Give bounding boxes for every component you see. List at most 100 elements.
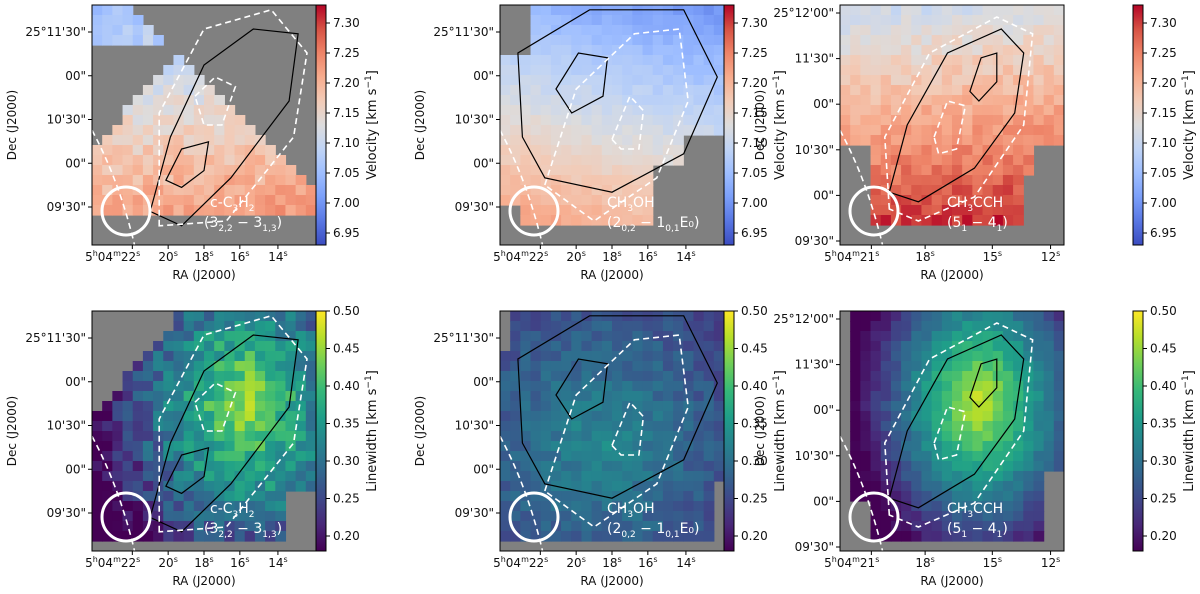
pixel-cell [982, 135, 994, 146]
pixel-cell [254, 511, 266, 522]
pixel-cell [662, 401, 674, 412]
pixel-cell [652, 95, 664, 106]
colorbar-tick-label: 7.05 [1150, 166, 1177, 180]
pixel-cell [204, 321, 215, 332]
pixel-cell [1023, 471, 1035, 482]
pixel-cell [911, 55, 923, 66]
pixel-cell [295, 205, 307, 216]
pixel-cell [163, 115, 175, 126]
pixel-cell [1002, 371, 1014, 382]
pixel-cell [571, 15, 583, 26]
pixel-cell [941, 531, 953, 542]
pixel-cell [693, 531, 705, 542]
pixel-cell [652, 115, 664, 126]
pixel-cell [540, 461, 552, 472]
pixel-cell [561, 35, 572, 46]
pixel-cell [941, 431, 953, 442]
pixel-cell [693, 491, 705, 502]
pixel-cell [214, 371, 225, 382]
pixel-cell [972, 45, 984, 56]
pixel-cell [693, 105, 705, 116]
pixel-cell [673, 381, 684, 392]
pixel-cell [962, 461, 973, 472]
pixel-cell [673, 471, 684, 482]
pixel-cell [550, 45, 562, 56]
pixel-cell [982, 65, 994, 76]
pixel-cell [530, 371, 542, 382]
pixel-cell [244, 135, 256, 146]
pixel-cell [693, 441, 705, 452]
pixel-cell [662, 481, 674, 492]
pixel-cell [601, 421, 613, 432]
pixel-cell [540, 155, 552, 166]
pixel-cell [622, 85, 633, 96]
pixel-cell [962, 321, 973, 332]
pixel-cell [561, 45, 572, 56]
pixel-cell [601, 195, 613, 206]
pixel-cell [520, 451, 532, 462]
x-axis-label: RA (J2000) [172, 574, 235, 588]
pixel-cell [982, 441, 994, 452]
pixel-cell [500, 125, 511, 136]
pixel-cell [612, 145, 623, 156]
pixel-cell [972, 531, 984, 542]
colorbar-label: Linewidth [km s−1] [772, 370, 788, 492]
pixel-cell [132, 35, 144, 46]
pixel-cell [601, 25, 613, 36]
pixel-cell [1053, 85, 1064, 96]
pixel-cell [911, 491, 923, 502]
pixel-cell [1013, 95, 1024, 106]
pixel-cell [1023, 145, 1035, 156]
pixel-cell [860, 45, 872, 56]
pixel-cell [510, 371, 521, 382]
pixel-cell [173, 135, 185, 146]
pixel-cell [571, 371, 583, 382]
pixel-cell [244, 461, 256, 472]
pixel-cell [652, 155, 664, 166]
pixel-cell [581, 55, 593, 66]
pixel-cell [204, 341, 215, 352]
pixel-cell [642, 521, 654, 532]
pixel-cell [254, 461, 266, 472]
pixel-cell [952, 175, 963, 186]
pixel-cell [234, 115, 246, 126]
pixel-cell [510, 55, 521, 66]
pixel-cell [153, 105, 164, 116]
pixel-cell [142, 351, 154, 362]
y-tick-label: 09'30" [455, 200, 494, 214]
pixel-cell [972, 65, 984, 76]
pixel-cell [662, 95, 674, 106]
pixel-cell [850, 105, 861, 116]
pixel-cell [265, 351, 276, 362]
pixel-cell [204, 381, 215, 392]
pixel-cell [890, 511, 902, 522]
pixel-cell [591, 391, 603, 402]
pixel-cell [500, 381, 511, 392]
pixel-cell [962, 521, 973, 532]
pixel-cell [673, 441, 684, 452]
transition-label: (51 − 41) [947, 215, 1008, 234]
pixel-cell [1043, 381, 1055, 392]
pixel-cell [941, 125, 953, 136]
pixel-cell [305, 481, 316, 492]
pixel-cell [652, 501, 664, 512]
pixel-cell [642, 431, 654, 442]
pixel-cell [941, 321, 953, 332]
colorbar-tick-label: 0.45 [333, 342, 360, 356]
pixel-cell [901, 115, 912, 126]
pixel-cell [173, 531, 185, 542]
dashed-core-contour [194, 76, 237, 126]
pixel-cell [193, 461, 205, 472]
pixel-cell [1013, 421, 1024, 432]
pixel-cell [591, 105, 603, 116]
pixel-cell [880, 321, 892, 332]
pixel-cell [530, 511, 542, 522]
pixel-cell [193, 421, 205, 432]
pixel-cell [931, 85, 943, 96]
pixel-cell [683, 55, 695, 66]
pixel-cell [931, 105, 943, 116]
pixel-cell [992, 125, 1004, 136]
pixel-cell [132, 431, 144, 442]
pixel-cell [952, 25, 963, 36]
pixel-cell [183, 521, 195, 532]
